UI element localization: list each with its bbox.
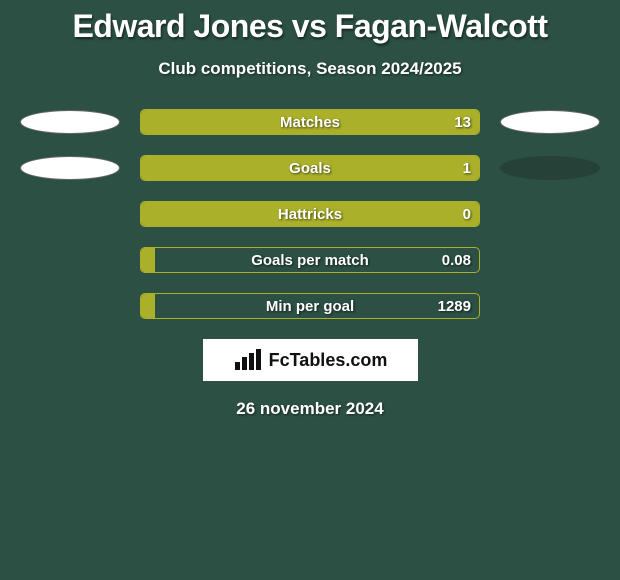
page-subtitle: Club competitions, Season 2024/2025 [0,59,620,79]
stat-value: 13 [454,110,471,134]
player-right-icon [500,156,600,180]
stat-label: Matches [141,110,479,134]
stat-row: Min per goal1289 [0,293,620,319]
player-left-icon [20,156,120,180]
bars-icon [233,348,265,372]
logo-text: FcTables.com [269,350,388,371]
page-title: Edward Jones vs Fagan-Walcott [0,0,620,45]
stat-rows: Matches13 Goals1 Hattricks0 Goals per match… [0,109,620,319]
stat-value: 1289 [438,294,471,318]
stat-bar: Hattricks0 [140,201,480,227]
spacer [500,294,600,318]
stat-row: Goals1 [0,155,620,181]
stat-label: Min per goal [141,294,479,318]
stat-value: 0 [463,202,471,226]
stat-label: Goals per match [141,248,479,272]
stat-bar: Matches13 [140,109,480,135]
stat-row: Matches13 [0,109,620,135]
spacer [20,248,120,272]
logo-box: FcTables.com [203,339,418,381]
spacer [500,248,600,272]
player-right-icon [500,110,600,134]
stat-label: Goals [141,156,479,180]
spacer [20,294,120,318]
stat-bar: Min per goal1289 [140,293,480,319]
player-left-icon [20,110,120,134]
stat-row: Hattricks0 [0,201,620,227]
stat-row: Goals per match0.08 [0,247,620,273]
spacer [20,202,120,226]
spacer [500,202,600,226]
stat-value: 0.08 [442,248,471,272]
stat-label: Hattricks [141,202,479,226]
stat-value: 1 [463,156,471,180]
stat-bar: Goals1 [140,155,480,181]
date-label: 26 november 2024 [0,399,620,419]
stat-bar: Goals per match0.08 [140,247,480,273]
